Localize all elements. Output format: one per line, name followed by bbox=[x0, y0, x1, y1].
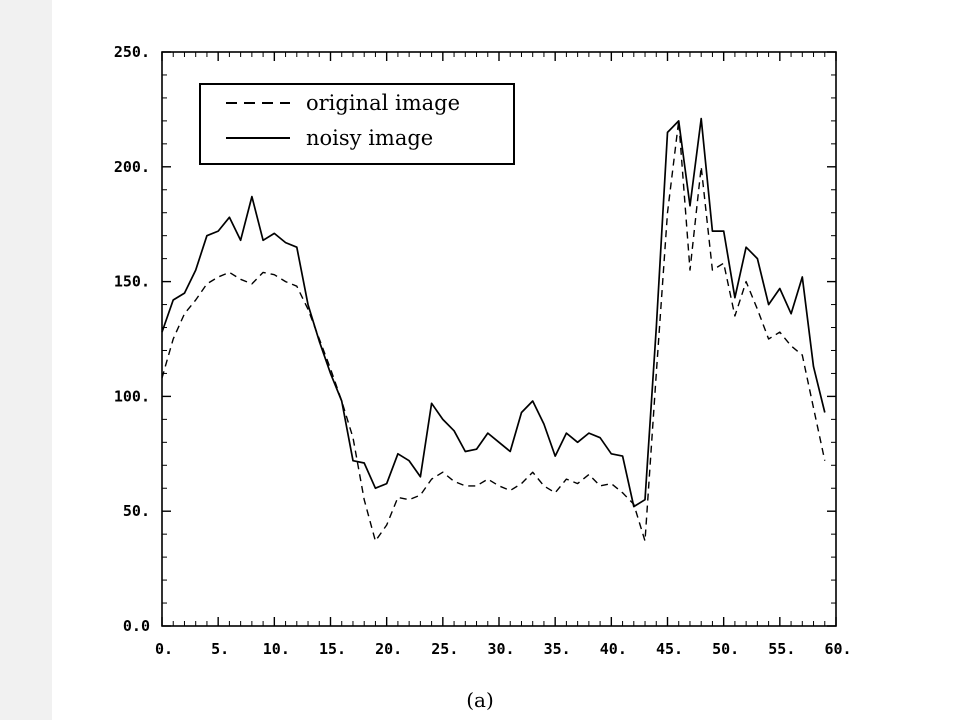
figure-caption: (a) bbox=[466, 688, 494, 712]
x-tick-label: 45. bbox=[656, 640, 683, 658]
x-tick-label: 30. bbox=[487, 640, 514, 658]
legend-label: original image bbox=[306, 91, 460, 115]
x-tick-label: 20. bbox=[375, 640, 402, 658]
series-line-original-image bbox=[161, 120, 826, 542]
x-tick-label: 60. bbox=[824, 640, 851, 658]
x-tick-label: 50. bbox=[712, 640, 739, 658]
x-tick-label: 40. bbox=[600, 640, 627, 658]
x-tick-label: 55. bbox=[768, 640, 795, 658]
y-tick-label: 250. bbox=[114, 43, 150, 61]
legend-label: noisy image bbox=[306, 126, 433, 150]
y-tick-label: 50. bbox=[123, 502, 150, 520]
x-tick-label: 0. bbox=[155, 640, 173, 658]
x-tick-label: 25. bbox=[431, 640, 458, 658]
series-layer bbox=[161, 117, 826, 542]
y-tick-label: 0.0 bbox=[123, 617, 150, 635]
y-tick-label: 150. bbox=[114, 273, 150, 291]
x-tick-label: 35. bbox=[544, 640, 571, 658]
scanned-page-margin bbox=[0, 0, 52, 720]
y-axis: 0.0 50. 100. 150. 200. 250. bbox=[114, 43, 836, 635]
x-axis: 0. 5. 10. 15. 20. 25. 30. 35. 40. 45. 50. 55. 60. bbox=[155, 52, 852, 658]
x-tick-label: 15. bbox=[319, 640, 346, 658]
x-tick-label: 5. bbox=[211, 640, 229, 658]
y-tick-label: 200. bbox=[114, 158, 150, 176]
legend-box bbox=[199, 83, 515, 165]
y-tick-label: 100. bbox=[114, 387, 150, 405]
x-tick-label: 10. bbox=[263, 640, 290, 658]
series-line-noisy-image bbox=[161, 117, 826, 508]
legend: original image noisy image bbox=[199, 83, 515, 165]
